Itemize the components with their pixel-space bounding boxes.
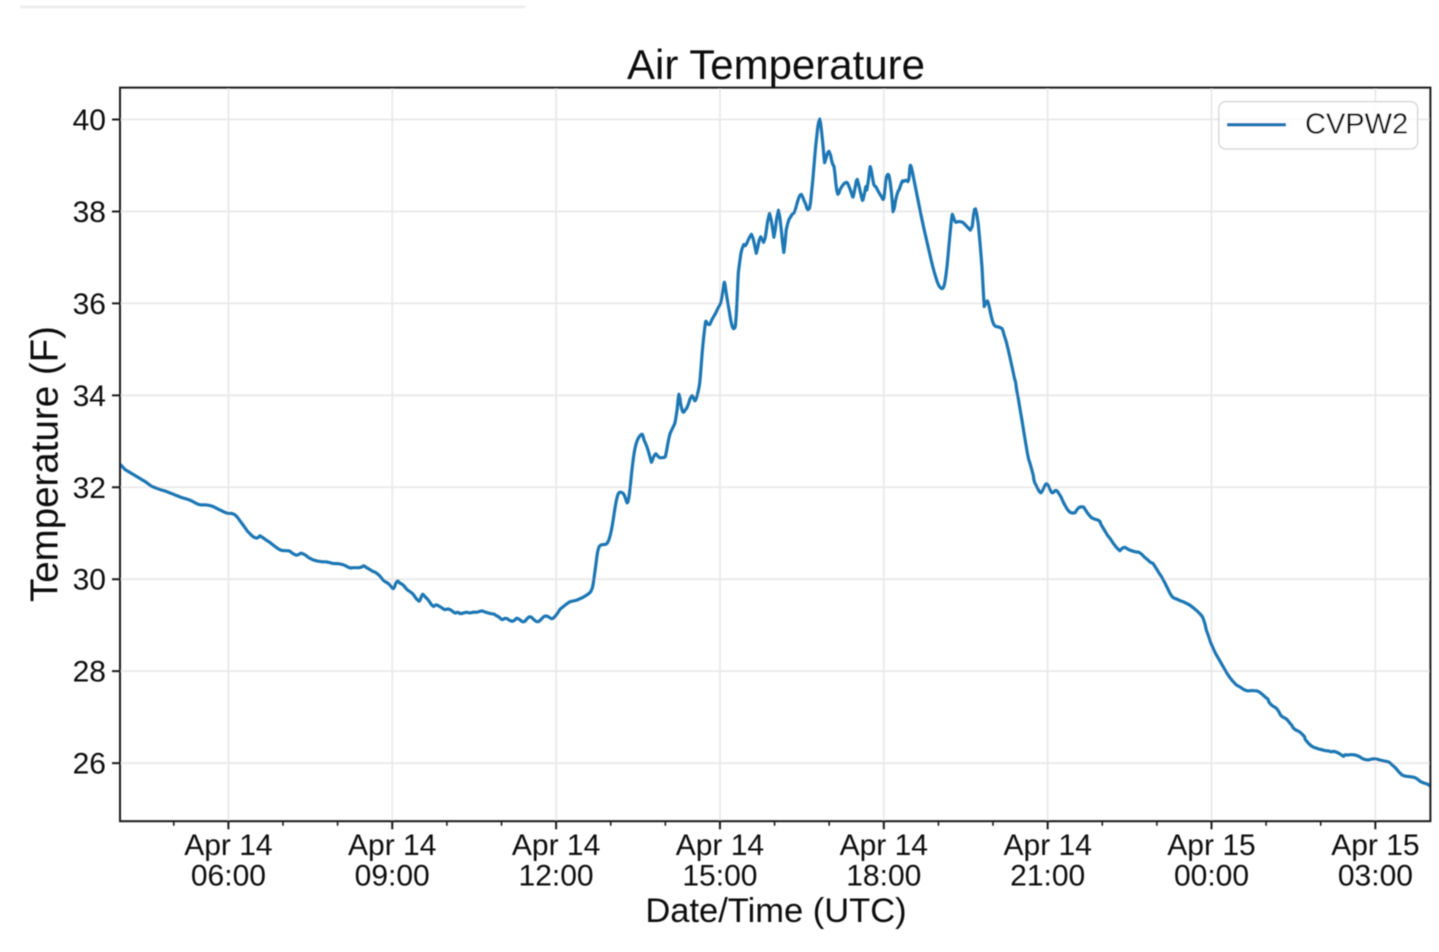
svg-text:40: 40 <box>73 104 106 137</box>
svg-text:21:00: 21:00 <box>1010 860 1085 893</box>
svg-text:Apr 14: Apr 14 <box>676 829 764 862</box>
svg-text:Apr 14: Apr 14 <box>512 829 600 862</box>
svg-text:38: 38 <box>73 196 106 229</box>
svg-text:Temperature (F): Temperature (F) <box>24 326 67 602</box>
svg-text:34: 34 <box>73 380 106 413</box>
svg-text:03:00: 03:00 <box>1338 860 1413 893</box>
svg-text:18:00: 18:00 <box>846 860 921 893</box>
svg-text:Air Temperature: Air Temperature <box>627 41 925 88</box>
svg-text:06:00: 06:00 <box>191 860 266 893</box>
svg-text:Apr 14: Apr 14 <box>1004 829 1092 862</box>
svg-text:28: 28 <box>73 656 106 689</box>
svg-text:CVPW2: CVPW2 <box>1305 109 1408 141</box>
svg-text:12:00: 12:00 <box>519 860 594 893</box>
svg-text:30: 30 <box>73 564 106 597</box>
svg-text:15:00: 15:00 <box>682 860 757 893</box>
svg-text:00:00: 00:00 <box>1174 860 1249 893</box>
svg-text:Apr 14: Apr 14 <box>348 829 436 862</box>
svg-text:Apr 15: Apr 15 <box>1331 829 1419 862</box>
svg-text:Apr 14: Apr 14 <box>840 829 928 862</box>
svg-text:Apr 14: Apr 14 <box>184 829 272 862</box>
svg-text:36: 36 <box>73 288 106 321</box>
svg-text:32: 32 <box>73 472 106 505</box>
svg-text:Apr 15: Apr 15 <box>1167 829 1255 862</box>
svg-text:26: 26 <box>73 748 106 781</box>
svg-text:Date/Time (UTC): Date/Time (UTC) <box>645 892 906 930</box>
svg-text:09:00: 09:00 <box>355 860 430 893</box>
